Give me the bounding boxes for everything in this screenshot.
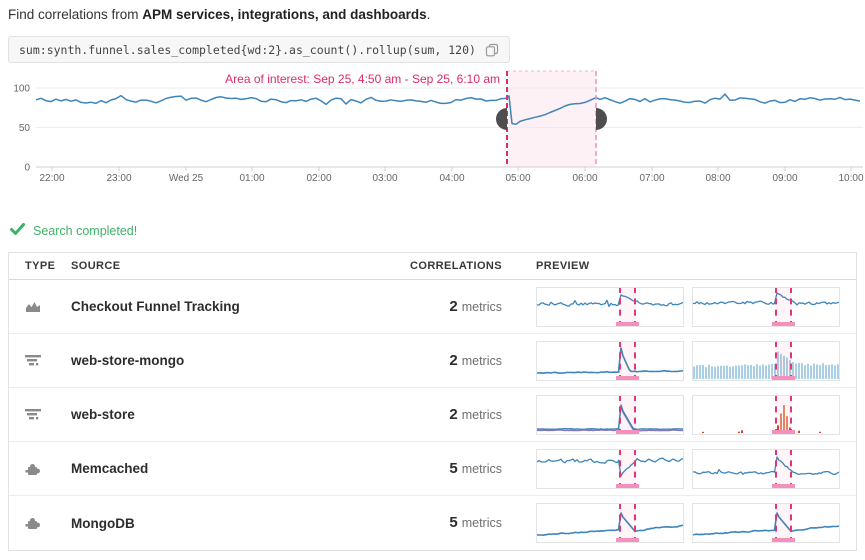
- svg-text:0: 0: [24, 163, 30, 174]
- preview-selection-bar: [616, 538, 639, 542]
- intro-suffix: .: [426, 7, 431, 22]
- preview-selection-bar: [772, 538, 795, 542]
- apm-service-icon: [25, 408, 41, 421]
- preview-area-of-interest: [775, 504, 792, 542]
- correlation-unit: metrics: [461, 299, 502, 314]
- svg-text:07:00: 07:00: [639, 173, 664, 184]
- source-name[interactable]: web-store-mongo: [71, 353, 185, 368]
- preview-chart[interactable]: [536, 448, 684, 489]
- preview-chart[interactable]: [692, 340, 840, 381]
- col-header-source: SOURCE: [71, 260, 121, 272]
- preview-area-of-interest: [619, 395, 636, 434]
- correlation-count: 5: [449, 459, 458, 477]
- col-header-type: TYPE: [25, 260, 56, 272]
- correlation-count: 5: [449, 514, 458, 531]
- source-name[interactable]: Memcached: [71, 461, 149, 476]
- intro-text: Find correlations from APM services, int…: [8, 7, 430, 22]
- intro-prefix: Find correlations from: [8, 7, 143, 22]
- preview-selection-bar: [616, 429, 639, 434]
- check-icon: [10, 222, 25, 240]
- preview-area-of-interest: [619, 504, 636, 542]
- source-name[interactable]: web-store: [71, 407, 135, 422]
- svg-text:23:00: 23:00: [106, 173, 131, 184]
- status-label: Search completed!: [33, 224, 138, 238]
- timeseries-chart[interactable]: 22:00 23:00 Wed 25 01:00 02:00 03:00 04:00 05:0…: [0, 62, 865, 197]
- preview-area-of-interest: [775, 341, 792, 380]
- correlations-table: TYPE SOURCE CORRELATIONS PREVIEW Checkou…: [8, 252, 857, 551]
- metric-query-text: sum:synth.funnel.sales_completed{wd:2}.a…: [19, 42, 476, 57]
- integration-icon: [25, 462, 41, 476]
- table-row[interactable]: Memcached 5 metrics: [9, 442, 856, 496]
- preview-chart[interactable]: [536, 286, 684, 327]
- preview-chart[interactable]: [536, 340, 684, 381]
- correlation-count: 2: [449, 297, 458, 315]
- svg-text:22:00: 22:00: [39, 173, 64, 184]
- preview-selection-bar: [772, 321, 795, 326]
- preview-selection-bar: [772, 429, 795, 434]
- svg-text:01:00: 01:00: [239, 173, 264, 184]
- copy-icon[interactable]: [485, 43, 499, 57]
- svg-text:05:00: 05:00: [505, 173, 530, 184]
- metric-query-input[interactable]: sum:synth.funnel.sales_completed{wd:2}.a…: [8, 36, 510, 63]
- correlation-count: 2: [449, 351, 458, 369]
- preview-chart[interactable]: [536, 503, 684, 543]
- search-status: Search completed!: [10, 222, 137, 240]
- selection-handle-right: [596, 108, 607, 130]
- preview-selection-bar: [772, 483, 795, 488]
- table-row[interactable]: MongoDB 5 metrics: [9, 496, 856, 550]
- preview-area-of-interest: [619, 341, 636, 380]
- svg-text:06:00: 06:00: [572, 173, 597, 184]
- timeseries-svg[interactable]: 22:00 23:00 Wed 25 01:00 02:00 03:00 04:00 05:0…: [0, 62, 865, 197]
- integration-icon: [25, 516, 41, 530]
- preview-chart[interactable]: [692, 394, 840, 435]
- table-row[interactable]: web-store 2 metrics: [9, 388, 856, 442]
- svg-text:100: 100: [13, 84, 30, 95]
- svg-text:10:00: 10:00: [838, 173, 863, 184]
- preview-area-of-interest: [619, 449, 636, 488]
- table-row[interactable]: Checkout Funnel Tracking 2 metrics: [9, 280, 856, 334]
- correlation-count: 2: [449, 405, 458, 423]
- correlation-unit: metrics: [461, 516, 502, 530]
- preview-area-of-interest: [775, 395, 792, 434]
- preview-selection-bar: [616, 483, 639, 488]
- preview-selection-bar: [616, 321, 639, 326]
- svg-text:04:00: 04:00: [439, 173, 464, 184]
- preview-selection-bar: [772, 375, 795, 380]
- svg-text:03:00: 03:00: [372, 173, 397, 184]
- correlation-unit: metrics: [461, 461, 502, 476]
- source-name[interactable]: Checkout Funnel Tracking: [71, 299, 240, 314]
- dashboard-icon: [25, 300, 41, 313]
- table-row[interactable]: web-store-mongo 2 metrics: [9, 334, 856, 388]
- preview-area-of-interest: [775, 287, 792, 326]
- selection-handle-left: [496, 108, 507, 130]
- svg-text:50: 50: [19, 123, 31, 134]
- preview-selection-bar: [616, 375, 639, 380]
- area-of-interest-label: Area of interest: Sep 25, 4:50 am - Sep …: [225, 72, 500, 86]
- svg-text:Wed 25: Wed 25: [169, 173, 204, 184]
- apm-service-icon: [25, 354, 41, 367]
- svg-text:02:00: 02:00: [306, 173, 331, 184]
- preview-area-of-interest: [619, 287, 636, 326]
- svg-text:09:00: 09:00: [772, 173, 797, 184]
- col-header-preview: PREVIEW: [536, 260, 590, 272]
- table-header-row: TYPE SOURCE CORRELATIONS PREVIEW: [9, 253, 856, 280]
- preview-chart[interactable]: [692, 448, 840, 489]
- col-header-correlations: CORRELATIONS: [410, 260, 502, 272]
- svg-text:08:00: 08:00: [705, 173, 730, 184]
- correlation-unit: metrics: [461, 407, 502, 422]
- source-name[interactable]: MongoDB: [71, 515, 135, 531]
- preview-area-of-interest: [775, 449, 792, 488]
- intro-emphasis: APM services, integrations, and dashboar…: [142, 7, 427, 22]
- preview-chart[interactable]: [536, 394, 684, 435]
- preview-chart[interactable]: [692, 503, 840, 543]
- correlation-unit: metrics: [461, 353, 502, 368]
- preview-chart[interactable]: [692, 286, 840, 327]
